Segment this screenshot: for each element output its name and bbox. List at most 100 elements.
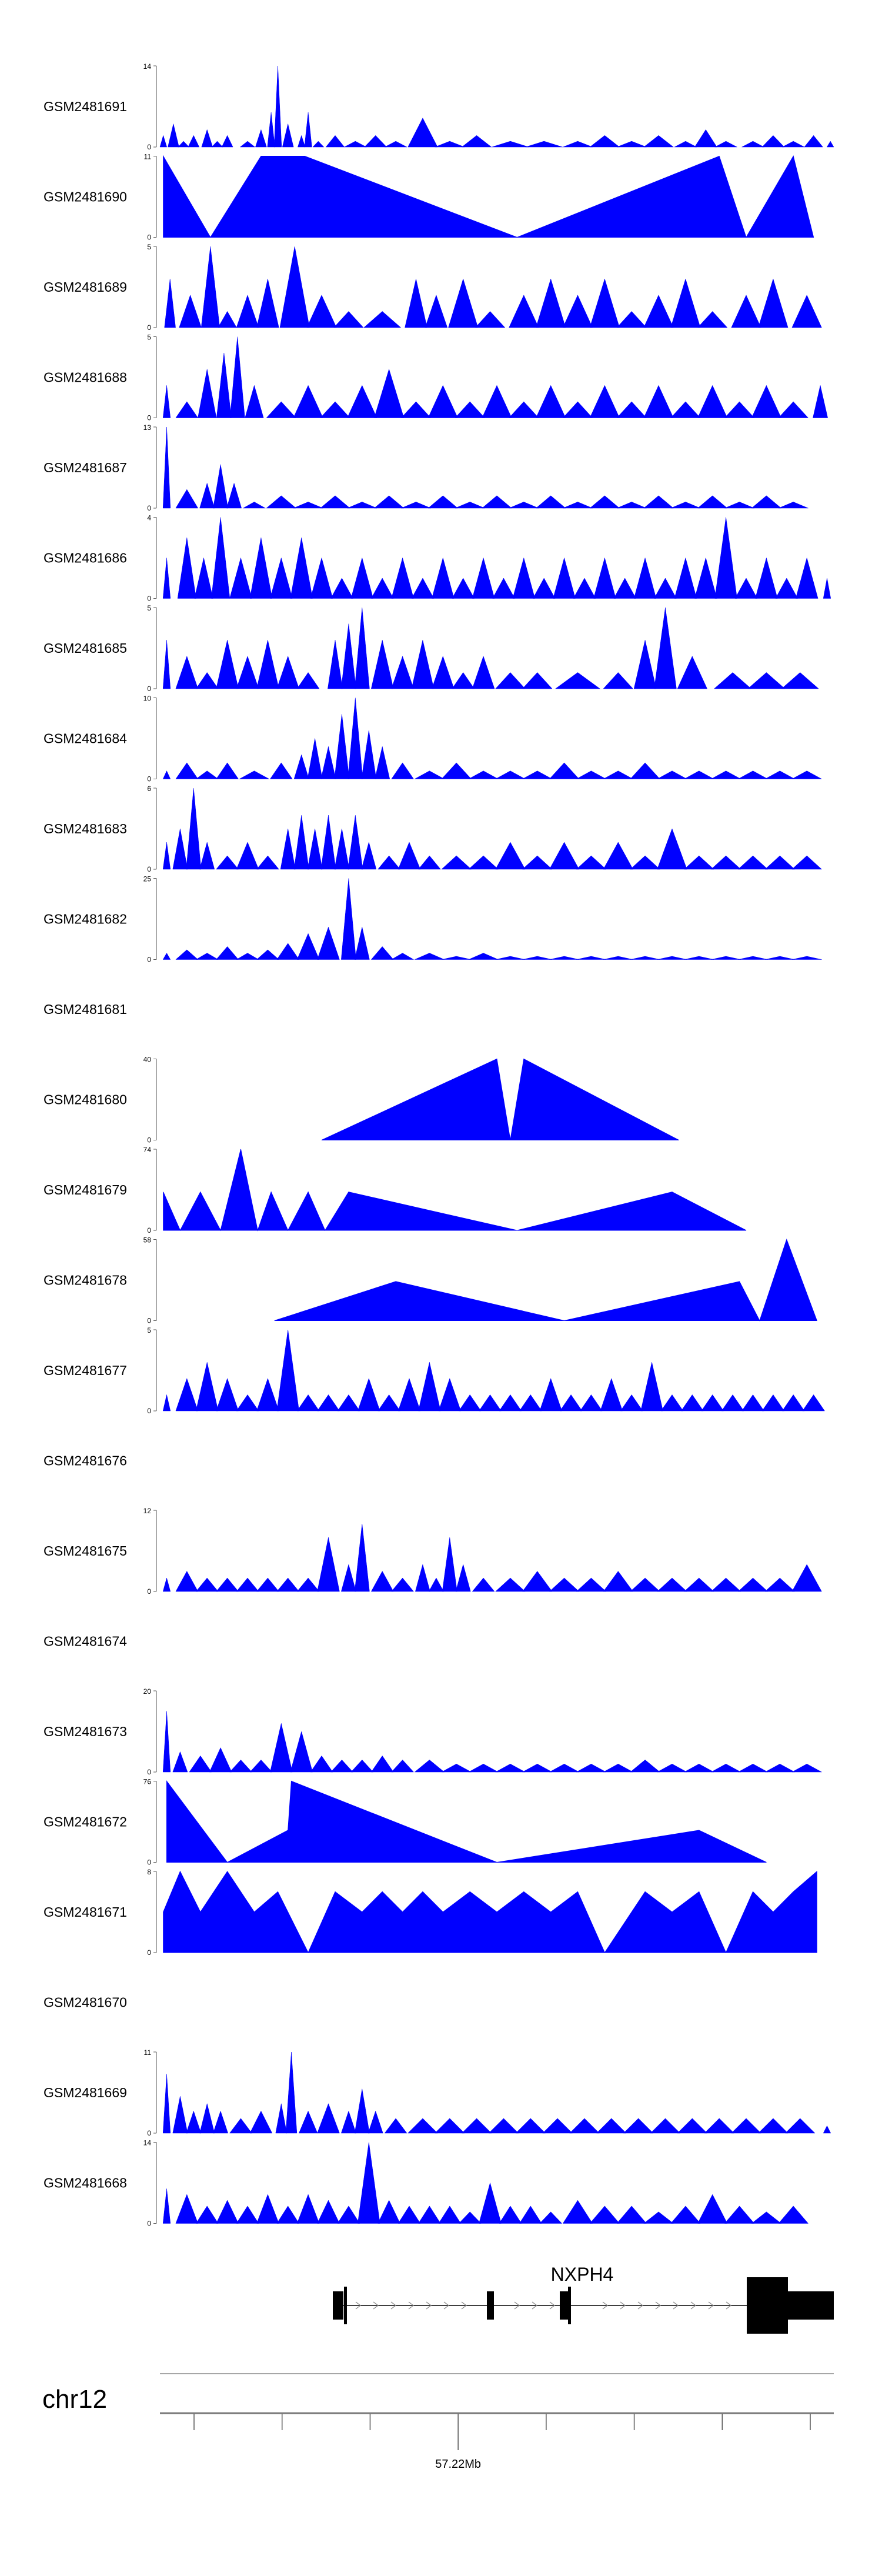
signal-peak (697, 311, 728, 328)
signal-peak (172, 828, 188, 870)
signal-peak (334, 714, 350, 779)
signal-peak (172, 1751, 188, 1773)
signal-peak (721, 1394, 744, 1412)
signal-peak (290, 1731, 313, 1773)
track-label: GSM2481668 (44, 2175, 127, 2191)
signal-peak (461, 2118, 492, 2134)
y-tick-label-max: 14 (143, 2139, 152, 2147)
strand-arrow (355, 2301, 361, 2310)
y-tick-label-zero: 0 (147, 143, 151, 151)
signal-peak (341, 878, 356, 960)
signal-peak (411, 578, 435, 599)
signal-peak (670, 502, 701, 509)
signal-peak (256, 855, 279, 870)
track-GSM2481678: GSM2481678 58 0 (44, 1236, 818, 1325)
signal-peak (643, 2211, 674, 2224)
signal-peak (198, 369, 217, 418)
signal-peak (307, 828, 323, 870)
signal-peak (512, 557, 536, 599)
strand-arrow (549, 2301, 555, 2310)
track-label: GSM2481678 (44, 1273, 127, 1288)
signal-peak (741, 1394, 764, 1412)
signal-peak (589, 385, 620, 418)
signal-peak (266, 495, 297, 509)
signal-peak (320, 495, 350, 509)
y-tick-label-zero: 0 (147, 1317, 151, 1325)
signal-peak (711, 1763, 741, 1773)
signal-tracks: GSM2481691140GSM2481690110GSM248168950GS… (44, 62, 834, 2228)
strand-arrow (426, 2301, 432, 2310)
signal-peak (549, 1763, 579, 1773)
signal-peak (175, 1570, 199, 1592)
signal-peak (370, 1755, 394, 1773)
signal-peak (162, 770, 171, 779)
strand-arrow (655, 2301, 661, 2310)
signal-peak (589, 2205, 620, 2224)
y-tick-label-max: 6 (147, 785, 151, 793)
signal-peak (390, 953, 415, 960)
signal-peak (509, 295, 539, 328)
signal-peak (270, 557, 293, 599)
signal-peak (751, 2211, 782, 2224)
signal-peak (415, 770, 445, 779)
track-GSM2481690: GSM2481690 11 0 (44, 153, 814, 242)
signal-peak (341, 623, 356, 689)
y-tick-label-max: 5 (147, 604, 151, 612)
signal-peak (488, 2118, 519, 2134)
signal-peak (603, 1571, 633, 1592)
signal-peak (370, 946, 394, 960)
y-tick-label-zero: 0 (147, 504, 151, 512)
signal-peak (256, 949, 279, 960)
signal-peak (569, 2118, 600, 2134)
signal-peak (307, 738, 323, 779)
track-label: GSM2481690 (44, 189, 127, 205)
y-tick-label-max: 12 (143, 1507, 152, 1515)
y-tick-label-max: 5 (147, 333, 151, 342)
signal-peak (334, 828, 350, 870)
signal-peak (576, 1577, 607, 1592)
signal-peak (603, 672, 634, 689)
signal-peak (270, 1723, 293, 1773)
signal-peak (791, 855, 823, 870)
signal-peak (479, 2182, 502, 2224)
signal-peak (580, 1394, 603, 1412)
signal-peak (458, 2211, 482, 2224)
track-GSM2481672: GSM2481672 76 0 (44, 1778, 767, 1867)
signal-peak (791, 1763, 822, 1773)
signal-peak (340, 2110, 356, 2134)
y-tick-label-zero: 0 (147, 1407, 151, 1415)
signal-peak (293, 754, 309, 779)
y-tick-label-max: 4 (147, 514, 151, 522)
signal-peak (162, 1394, 171, 1412)
signal-peak (320, 815, 336, 870)
track-GSM2481676: GSM2481676 (44, 1453, 127, 1469)
signal-peak (211, 141, 223, 148)
signal-peak (441, 956, 472, 960)
signal-peak (162, 2188, 171, 2224)
gene-exon (568, 2287, 571, 2324)
signal-peak (674, 141, 697, 148)
signal-peak (269, 762, 293, 779)
signal-peak (791, 770, 822, 779)
signal-peak (522, 855, 553, 870)
signal-peak (236, 1394, 259, 1412)
signal-peak (427, 385, 458, 418)
signal-peak (562, 2200, 593, 2224)
y-tick-label-max: 11 (144, 2048, 152, 2057)
signal-peak (441, 855, 472, 870)
signal-peak (563, 141, 593, 148)
signal-peak (813, 385, 828, 418)
signal-peak (347, 502, 377, 509)
signal-peak (532, 578, 556, 599)
signal-peak (249, 537, 273, 599)
signal-peak (751, 385, 781, 418)
signal-peak (425, 295, 448, 328)
signal-peak (499, 2205, 522, 2224)
track-GSM2481684: GSM2481684 10 0 (44, 695, 822, 783)
signal-peak (519, 2205, 542, 2224)
signal-peak (738, 956, 768, 960)
signal-peak (162, 1577, 171, 1592)
signal-peak (391, 656, 414, 689)
signal-peak (417, 855, 441, 870)
signal-peak (373, 495, 405, 509)
